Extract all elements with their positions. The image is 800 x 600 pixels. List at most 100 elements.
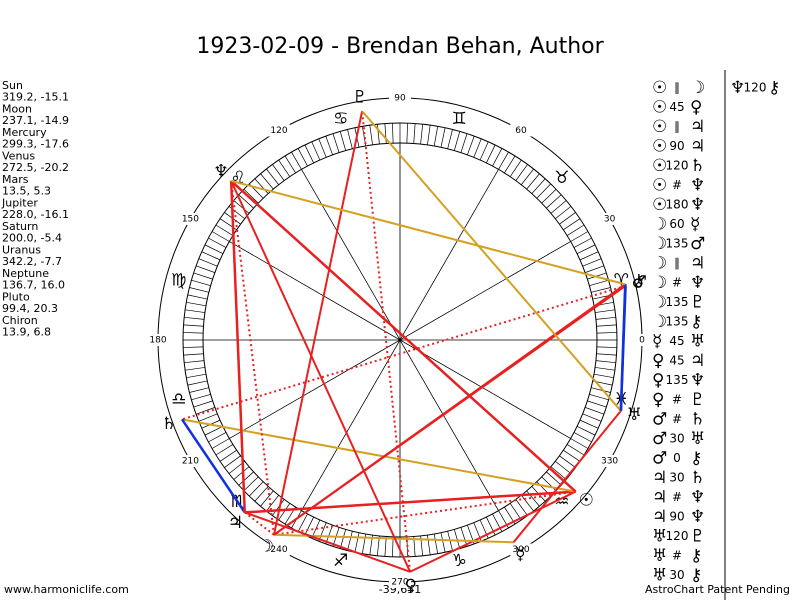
degree-tick [201,251,221,261]
aspect-type: 45 [669,334,684,348]
degree-tick [325,524,333,545]
aspect-from: ♃ [652,507,667,527]
aspect-type: 45 [669,354,684,368]
aspect-to: ⚷ [690,566,702,586]
degree-tick [555,461,572,474]
degree-tick [189,287,209,293]
aspect-to: ♄ [690,410,705,430]
aspect-to: ♂ [690,234,705,254]
degree-tick [272,164,285,181]
degree-tick [427,535,431,555]
planet-coords: 200.0, -5.4 [2,232,62,245]
degree-tick [215,224,234,236]
degree-tick [297,513,308,532]
aspect-from: ♃ [652,468,667,488]
aspect-from: ♂ [652,429,667,449]
degree-tick [376,535,380,556]
degree-tick [243,476,259,491]
degree-tick [526,173,540,190]
degree-tick [195,265,216,273]
aspect-line [230,179,626,286]
planet-name: Uranus [2,244,41,257]
planet-name: Mercury [2,126,47,139]
degree-tick [238,471,254,486]
degree-tick [191,279,211,287]
degree-label: 150 [182,215,199,225]
degree-label-bg [268,124,290,137]
degree-tick [595,367,615,371]
aspect-line [361,110,622,412]
aspect-line [230,180,412,573]
degree-tick [555,206,572,219]
sign-glyph: ♐ [333,551,348,571]
degree-tick [339,131,347,151]
degree-label-bg [389,92,411,104]
aspect-from: ♆ [730,78,745,98]
planet-name: Sun [2,79,23,92]
degree-label: 270 [391,578,408,588]
planet-glyph: ☿ [515,545,525,565]
planet-glyph: ♃ [228,513,243,533]
degree-label-bg [147,334,169,346]
planet-glyph: ♂ [632,273,647,293]
degree-tick [596,332,617,334]
degree-tick [369,125,373,145]
degree-tick [193,272,213,280]
degree-tick [354,532,360,553]
degree-label: 120 [270,126,287,136]
degree-tick [591,387,611,393]
planet-name: Jupiter [1,197,38,210]
degree-tick [233,466,250,480]
degree-tick [278,159,291,177]
degree-tick [559,455,576,468]
planet-name: Venus [2,150,35,163]
aspect-from: ♀ [652,351,664,371]
degree-tick [211,231,230,242]
planet-glyph: ♇ [352,87,367,107]
degree-tick [460,527,468,547]
degree-tick [509,159,522,177]
degree-tick [479,141,489,161]
aspect-type: ∥ [674,256,680,270]
degree-tick [297,148,308,167]
aspect-to: ♅ [690,429,705,449]
degree-tick [193,400,213,408]
degree-tick [184,360,205,364]
degree-tick [595,316,616,320]
degree-label: 240 [270,545,287,555]
planet-coords: 13.9, 6.8 [2,326,51,339]
degree-label: 60 [515,126,527,136]
aspect-type: 90 [669,139,684,153]
planet-name: Moon [2,103,32,116]
aspect-to: ♆ [690,371,705,391]
aspect-from: ☽ [652,254,667,274]
degree-tick [453,529,461,549]
aspect-to: ⚷ [690,449,702,469]
aspect-type: # [672,549,682,563]
degree-tick [591,287,611,293]
aspect-type: 45 [669,100,684,114]
degree-tick [187,380,208,386]
degree-label: 210 [182,457,199,467]
aspect-type: ∥ [674,120,680,134]
degree-tick [198,413,218,422]
degree-tick [204,426,224,436]
footer-right: AstroChart Patent Pending [645,583,790,596]
planet-name: Neptune [2,267,49,280]
degree-tick [187,294,208,300]
degree-tick [384,123,387,144]
aspect-from: ☉ [652,78,667,98]
aspect-to: ♆ [690,195,705,215]
degree-label-bg [179,213,202,225]
aspect-line [512,410,622,543]
aspect-from: ☉ [652,137,667,157]
aspect-line [181,418,576,493]
degree-tick [546,471,562,486]
degree-tick [392,536,394,557]
aspect-to: ♆ [690,488,705,508]
degree-tick [563,449,581,462]
aspect-type: 0 [673,451,681,465]
degree-tick [254,486,269,502]
degree-tick [325,135,333,156]
aspect-to: ♀ [690,98,702,118]
